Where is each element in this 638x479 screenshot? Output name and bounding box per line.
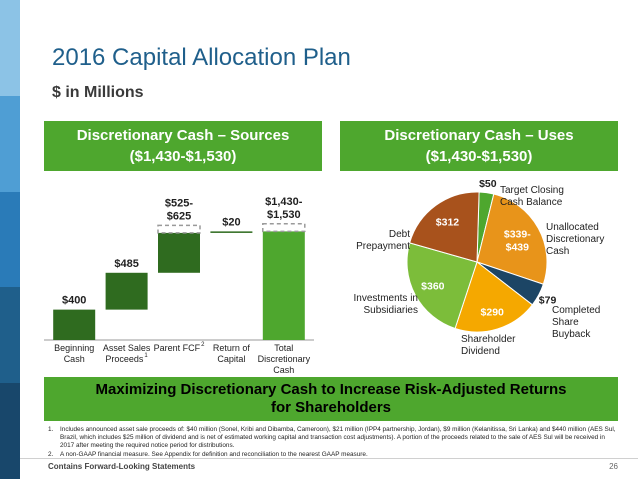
pie-slice bbox=[476, 193, 548, 285]
waterfall-category-label: Beginning Cash bbox=[54, 343, 95, 364]
footnote-text: Includes announced asset sale proceeds o… bbox=[60, 426, 616, 449]
footnote-text: A non-GAAP financial measure. See Append… bbox=[60, 451, 368, 458]
page-subtitle: $ in Millions bbox=[52, 84, 144, 101]
pie-value-label: $312 bbox=[436, 217, 460, 229]
uses-header-line1: Discretionary Cash – Uses bbox=[384, 127, 574, 144]
uses-header: Discretionary Cash – Uses ($1,430-$1,530… bbox=[340, 121, 618, 171]
pie-category-label: Shareholder Dividend bbox=[461, 334, 516, 357]
waterfall-range-outline bbox=[262, 223, 306, 233]
waterfall-chart: $400 $485 $525-$625 $20 $1,430-$1,530 bbox=[44, 196, 314, 341]
sources-header: Discretionary Cash – Sources ($1,430-$1,… bbox=[44, 121, 322, 171]
pie-category-label: Investments in Subsidiaries bbox=[353, 293, 418, 316]
waterfall-bar bbox=[262, 231, 305, 340]
waterfall-value-label: $1,530 bbox=[267, 209, 301, 221]
pie-category-label: Completed Share Buyback bbox=[552, 305, 601, 340]
sources-header-line1: Discretionary Cash – Sources bbox=[76, 127, 290, 144]
left-color-band bbox=[0, 0, 20, 479]
waterfall-value-label: $625 bbox=[167, 210, 191, 222]
band-segment bbox=[0, 0, 20, 96]
waterfall-bar bbox=[53, 309, 96, 340]
banner: Maximizing Discretionary Cash to Increas… bbox=[44, 377, 618, 421]
waterfall-category-label: Asset Sales Proceeds1 bbox=[102, 343, 151, 364]
waterfall-bar bbox=[105, 272, 148, 310]
waterfall-range-outline bbox=[157, 224, 201, 234]
pie-value-label: $50 bbox=[479, 180, 497, 190]
footnote-number: 2. bbox=[48, 451, 54, 458]
waterfall-value-label: $1,430- bbox=[265, 196, 303, 208]
pie-chart: $50 $339-$439 $79 $290 $360 $312 bbox=[406, 180, 557, 333]
footnote: 1. Includes announced asset sale proceed… bbox=[48, 426, 618, 450]
footer-disclaimer: Contains Forward-Looking Statements bbox=[48, 462, 196, 471]
waterfall-category-label: Return of Capital bbox=[212, 343, 250, 364]
pie-value-label: $339- bbox=[504, 228, 531, 240]
pie-category-label: Target Closing Cash Balance bbox=[500, 185, 564, 208]
pie-value-label: $360 bbox=[421, 280, 445, 292]
pie-value-label: $79 bbox=[539, 295, 557, 307]
band-segment bbox=[0, 287, 20, 384]
band-segment bbox=[0, 191, 20, 288]
band-segment bbox=[0, 383, 20, 479]
pie-slice bbox=[409, 191, 480, 263]
footer-divider bbox=[20, 458, 638, 459]
pie-value-label: $439 bbox=[506, 241, 530, 253]
waterfall-category-label: Parent FCF2 bbox=[153, 342, 205, 353]
page-title: 2016 Capital Allocation Plan bbox=[52, 44, 351, 71]
waterfall-bar bbox=[158, 232, 200, 273]
banner-line1: Maximizing Discretionary Cash to Increas… bbox=[95, 381, 567, 398]
waterfall-value-label: $485 bbox=[114, 258, 138, 270]
band-segment bbox=[0, 95, 20, 192]
banner-line2: for Shareholders bbox=[270, 399, 392, 416]
sources-header-line2: ($1,430-$1,530) bbox=[129, 148, 237, 165]
uses-header-line2: ($1,430-$1,530) bbox=[425, 148, 533, 165]
waterfall-value-label: $525- bbox=[165, 197, 193, 209]
waterfall-bar bbox=[210, 231, 253, 233]
waterfall-category-label: Total Discretionary Cash bbox=[257, 343, 311, 375]
waterfall-value-label: $400 bbox=[62, 295, 86, 307]
pie-value-label: $290 bbox=[481, 307, 505, 319]
footnote-number: 1. bbox=[48, 426, 54, 433]
page-number: 26 bbox=[609, 462, 618, 471]
pie-slice bbox=[454, 261, 534, 333]
footnote: 2. A non-GAAP financial measure. See App… bbox=[48, 451, 618, 459]
pie-category-label: Debt Prepayment bbox=[356, 229, 410, 252]
pie-slice bbox=[406, 242, 478, 330]
footnotes: 1. Includes announced asset sale proceed… bbox=[48, 426, 618, 460]
waterfall-value-label: $20 bbox=[222, 216, 240, 228]
pie-category-label: Unallocated Discretionary Cash bbox=[546, 222, 605, 257]
